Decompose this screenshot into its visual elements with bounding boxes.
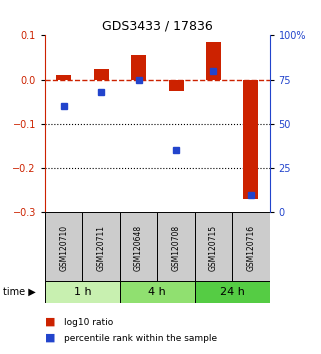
Text: GSM120711: GSM120711: [97, 225, 106, 271]
Text: GSM120716: GSM120716: [247, 225, 256, 271]
Text: percentile rank within the sample: percentile rank within the sample: [64, 333, 217, 343]
Text: GSM120715: GSM120715: [209, 225, 218, 271]
Bar: [56, 75, 71, 80]
Bar: [232, 212, 270, 283]
Bar: [195, 281, 270, 303]
Title: GDS3433 / 17836: GDS3433 / 17836: [102, 20, 213, 33]
Text: GSM120648: GSM120648: [134, 225, 143, 271]
Bar: [131, 55, 146, 80]
Bar: [157, 212, 195, 283]
Bar: [94, 69, 108, 80]
Bar: [45, 281, 120, 303]
Bar: [120, 281, 195, 303]
Text: log10 ratio: log10 ratio: [64, 318, 113, 327]
Bar: [82, 212, 120, 283]
Text: ■: ■: [45, 317, 56, 327]
Text: 1 h: 1 h: [74, 287, 91, 297]
Text: 24 h: 24 h: [220, 287, 245, 297]
Text: time ▶: time ▶: [3, 287, 36, 297]
Text: ■: ■: [45, 333, 56, 343]
Text: GSM120710: GSM120710: [59, 225, 68, 271]
Bar: [120, 212, 157, 283]
Bar: [195, 212, 232, 283]
Bar: [169, 80, 184, 91]
Text: 4 h: 4 h: [148, 287, 166, 297]
Bar: [45, 212, 82, 283]
Text: GSM120708: GSM120708: [171, 225, 180, 271]
Bar: [206, 42, 221, 80]
Bar: [243, 80, 258, 199]
